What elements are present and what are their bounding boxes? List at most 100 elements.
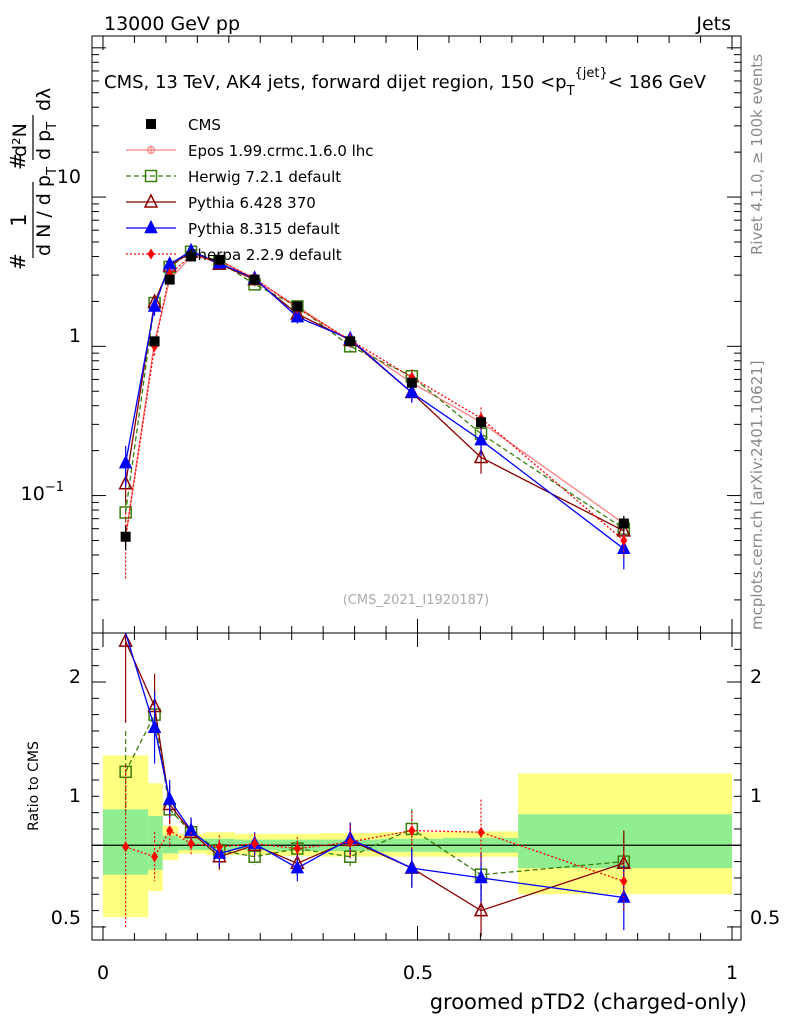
ylabel-dN-main: d N / d p: [33, 175, 55, 256]
ylabel-one: 1: [7, 213, 31, 226]
header-left: 13000 GeV pp: [104, 13, 240, 35]
legend-label-p8: Pythia 8.315 default: [188, 220, 340, 238]
analysis-watermark: (CMS_2021_I1920187): [343, 593, 490, 608]
legend-label-epos: Epos 1.99.crmc.1.6.0 lhc: [188, 142, 374, 160]
series-data-point: [292, 301, 303, 312]
series-data-point: [618, 518, 629, 529]
ratio-ytick-right-2: 2: [750, 666, 762, 688]
series-p8-point: [290, 308, 305, 323]
series-data-point: [249, 274, 260, 285]
xtick-label-0: 0: [97, 962, 109, 984]
ratio-ytick-left-2: 2: [69, 666, 81, 688]
main-axis-ticks: [92, 36, 741, 633]
series-herwig-line: [124, 251, 625, 530]
ylabel-d2N: d²N: [9, 123, 31, 157]
title-sub: T: [566, 84, 575, 99]
ytick-label-0.1-base: 10: [21, 483, 45, 505]
series-sherpa-point: [620, 875, 628, 887]
ylabel-dp-main: d p: [33, 130, 55, 160]
series-p8-point: [184, 822, 198, 836]
series-sherpa-point: [477, 826, 485, 838]
series-p8-point: [290, 859, 305, 874]
series-sherpa-point: [122, 841, 130, 853]
series-data-point: [476, 417, 487, 428]
title-main: CMS, 13 TeV, AK4 jets, forward dijet reg…: [104, 72, 567, 93]
series-sherpa-point: [620, 534, 628, 546]
series-p6-point: [473, 901, 489, 917]
legend-label-herwig: Herwig 7.2.1 default: [188, 168, 341, 186]
series-p6-point: [473, 448, 489, 464]
series-sherpa-point: [215, 841, 223, 853]
series-p8-line: [124, 250, 625, 550]
ytick-label-0.1: 10−1: [21, 480, 64, 505]
ylabel-hash-2: #: [6, 153, 30, 170]
series-p8-point: [118, 454, 133, 469]
ytick-label-0.1-exp: −1: [45, 480, 64, 495]
main-ylabel: # 1 d N / d pT # d²N d pT dλ: [6, 88, 60, 270]
xtick-label-0.5: 0.5: [403, 962, 433, 984]
legend-marker-herwig: [144, 169, 158, 183]
ylabel-dp: d pT: [33, 122, 60, 160]
series-data-point: [406, 377, 417, 388]
legend-marker-p8: [144, 219, 158, 234]
series-data-point: [214, 254, 225, 265]
ylabel-hash-1: #: [6, 253, 30, 270]
series-p8-point: [147, 298, 162, 312]
ylabel-dN-sub: T: [45, 167, 60, 176]
ratio-plot-area: [92, 632, 741, 937]
legend-label-data: CMS: [188, 116, 221, 134]
main-plot: 10 1 10−1 CMS, 13 TeV, AK4 jets, forward…: [21, 35, 742, 634]
ratio-axis-ticks: [92, 633, 741, 940]
ratio-frame: [91, 632, 742, 941]
ratio-plot: 2 1 0.5 2 1 0.5 Ratio to CMS 0 0.5 1 gro…: [26, 632, 780, 1014]
mcplots-label: mcplots.cern.ch [arXiv:2401.10621]: [748, 360, 766, 630]
series-sherpa-line: [124, 255, 625, 541]
legend: CMS Epos 1.99.crmc.1.6.0 lhc Herwig 7.2.1 …: [126, 116, 374, 264]
series-epos-line: [124, 255, 625, 537]
series-sherpa-point: [151, 851, 159, 863]
main-plot-area: [118, 242, 632, 581]
series-data-point: [186, 251, 197, 262]
series-sherpa-point: [166, 825, 174, 837]
ytick-label-1: 1: [69, 325, 81, 347]
header-right: Jets: [695, 13, 731, 35]
stat-uncertainty-band: [162, 835, 179, 854]
series-p8-point: [147, 719, 162, 733]
ratio-ylabel: Ratio to CMS: [26, 741, 42, 831]
ylabel-dp-sub: T: [45, 122, 60, 131]
title-sup: {jet}: [575, 66, 608, 81]
title-tail: < 186 GeV: [608, 72, 707, 93]
legend-label-p6: Pythia 6.428 370: [188, 194, 316, 212]
series-data-point: [149, 336, 160, 347]
series-sherpa-point: [251, 838, 259, 850]
series-p6-line: [124, 251, 625, 532]
ratio-ytick-right-1: 1: [750, 785, 762, 807]
series-p8-point: [474, 869, 488, 884]
ylabel-dN: d N / d pT: [33, 167, 60, 256]
x-axis-label: groomed pTD2 (charged-only): [430, 990, 747, 1014]
ratio-ytick-left-0.5: 0.5: [51, 907, 81, 929]
rivet-version-label: Rivet 4.1.0, ≥ 100k events: [748, 54, 766, 255]
series-sherpa-point: [346, 836, 354, 848]
xtick-label-1: 1: [726, 962, 738, 984]
legend-label-sherpa: Sherpa 2.2.9 default: [188, 246, 342, 264]
ytick-label-10: 10: [57, 166, 81, 188]
series-data-point: [164, 274, 175, 285]
ratio-ytick-right-0.5: 0.5: [750, 907, 780, 929]
series-p6-point: [118, 632, 133, 647]
plot-title: CMS, 13 TeV, AK4 jets, forward dijet reg…: [104, 66, 707, 99]
series-p6-point: [118, 475, 133, 490]
stat-uncertainty-band: [148, 815, 163, 870]
legend-marker-epos: [146, 145, 156, 155]
ratio-ytick-left-1: 1: [69, 785, 81, 807]
legend-marker-p6: [143, 193, 159, 208]
series-sherpa-point: [187, 838, 195, 850]
series-p8-point: [405, 384, 419, 398]
series-p8-point: [474, 432, 488, 446]
series-sherpa-point: [408, 825, 416, 837]
series-data-point: [120, 531, 131, 542]
series-sherpa-point: [293, 843, 301, 855]
legend-marker-data: [146, 119, 156, 129]
ylabel-dl: dλ: [33, 88, 55, 111]
